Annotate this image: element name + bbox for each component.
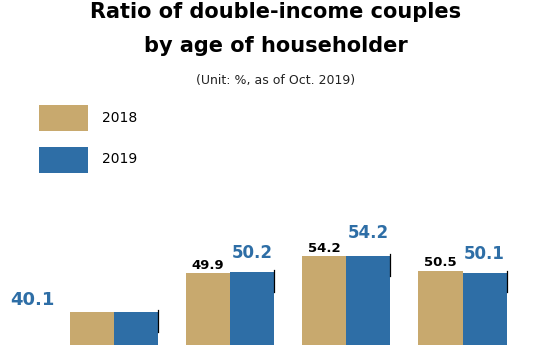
Text: 40.1: 40.1 [10,291,55,309]
Text: (Unit: %, as of Oct. 2019): (Unit: %, as of Oct. 2019) [197,74,355,87]
Bar [114,313,158,345]
Bar [230,272,274,345]
Text: 50.5: 50.5 [424,256,457,269]
Text: Ratio of double-income couples: Ratio of double-income couples [91,2,461,22]
Bar [302,256,346,345]
Text: 2019: 2019 [102,152,137,166]
Text: by age of householder: by age of householder [144,36,408,56]
Text: 54.2: 54.2 [348,224,389,242]
Text: 50.1: 50.1 [464,245,505,263]
Text: 50.2: 50.2 [232,244,273,262]
Text: 2018: 2018 [102,111,137,125]
Bar [70,313,114,345]
Text: 49.9: 49.9 [192,259,224,272]
Bar [418,271,463,345]
Bar [186,273,230,345]
Bar [346,256,390,345]
Bar [463,273,507,345]
Text: 54.2: 54.2 [308,241,341,255]
